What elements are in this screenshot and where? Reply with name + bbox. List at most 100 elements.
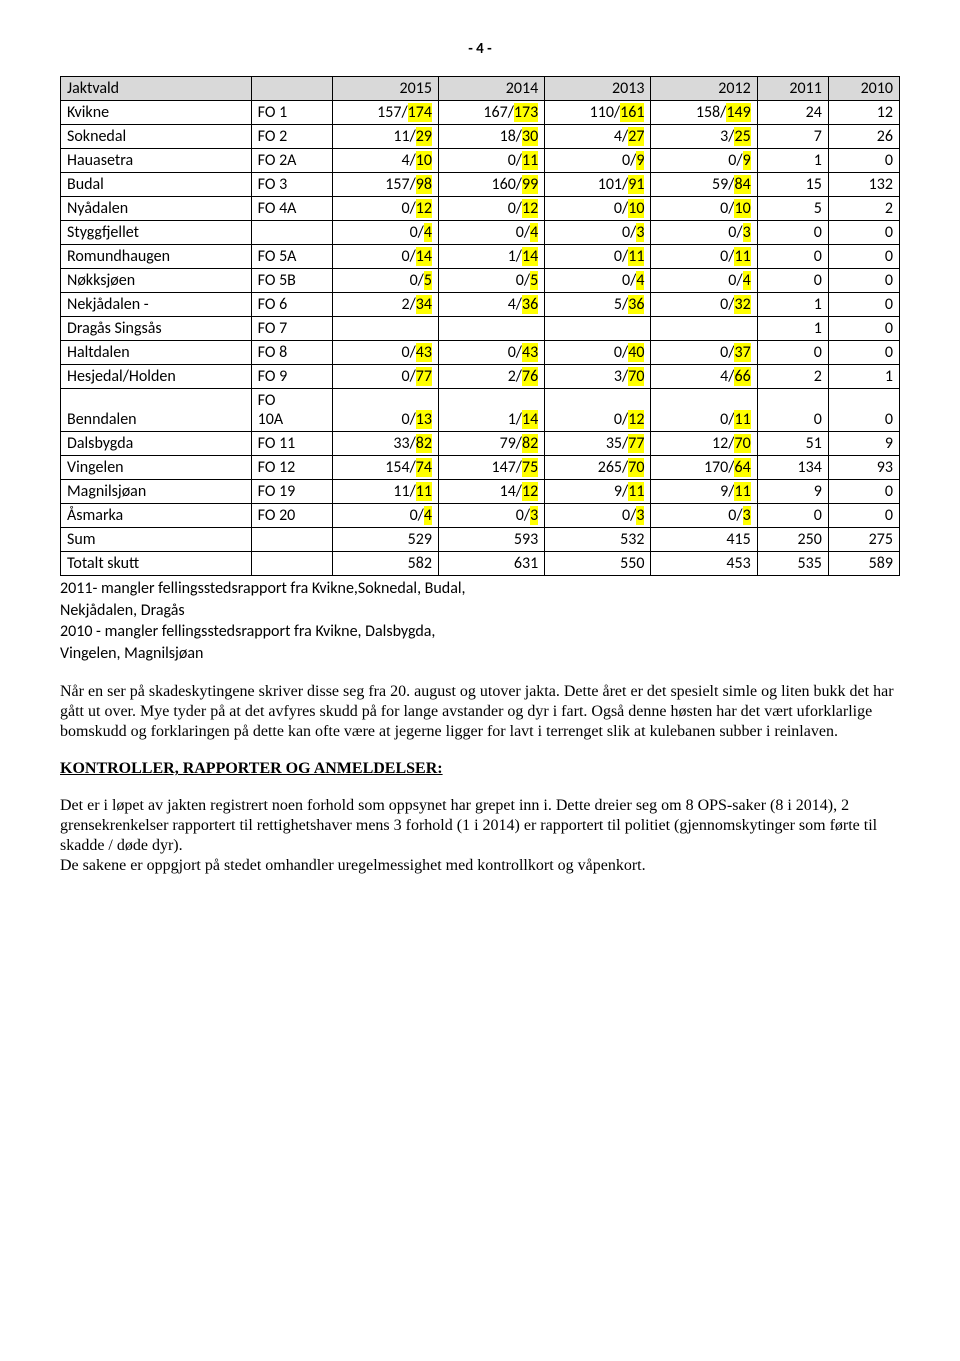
table-cell: 93 <box>828 456 899 480</box>
highlighted-value: 98 <box>416 175 432 194</box>
highlighted-value: 11 <box>734 247 750 266</box>
table-cell: 0/77 <box>332 365 438 389</box>
table-cell: 4/66 <box>651 365 757 389</box>
table-cell: 0/9 <box>545 149 651 173</box>
table-cell: Hesjedal/Holden <box>61 365 252 389</box>
highlighted-value: 13 <box>416 410 432 429</box>
table-cell: 532 <box>545 528 651 552</box>
table-cell: 415 <box>651 528 757 552</box>
table-cell: 0/9 <box>651 149 757 173</box>
table-cell: 15 <box>757 173 828 197</box>
highlighted-value: 3 <box>636 223 644 242</box>
table-cell: 593 <box>438 528 544 552</box>
table-row: KvikneFO 1157/174167/173110/161158/14924… <box>61 101 900 125</box>
highlighted-value: 11 <box>522 151 538 170</box>
highlighted-value: 36 <box>522 295 538 314</box>
table-cell: 9/11 <box>651 480 757 504</box>
table-cell: 79/82 <box>438 432 544 456</box>
table-cell: 4/10 <box>332 149 438 173</box>
table-cell: 1 <box>757 317 828 341</box>
table-cell <box>651 317 757 341</box>
highlighted-value: 11 <box>628 247 644 266</box>
highlighted-value: 3 <box>743 506 751 525</box>
table-cell <box>251 221 332 245</box>
highlighted-value: 74 <box>416 458 432 477</box>
highlighted-value: 82 <box>522 434 538 453</box>
table-cell: 0 <box>757 341 828 365</box>
table-cell: 9 <box>757 480 828 504</box>
table-cell: 9 <box>828 432 899 456</box>
highlighted-value: 11 <box>734 410 750 429</box>
paragraph-kontroller-2: De sakene er oppgjort på stedet omhandle… <box>60 856 900 876</box>
table-cell: 0/5 <box>438 269 544 293</box>
table-cell: 0/4 <box>545 269 651 293</box>
table-cell: 0 <box>757 504 828 528</box>
table-cell: 9/11 <box>545 480 651 504</box>
highlighted-value: 14 <box>522 247 538 266</box>
highlighted-value: 70 <box>628 458 644 477</box>
table-cell: 0/3 <box>651 221 757 245</box>
table-cell: 101/91 <box>545 173 651 197</box>
table-cell: Totalt skutt <box>61 552 252 576</box>
table-cell: 26 <box>828 125 899 149</box>
table-cell: 0/43 <box>332 341 438 365</box>
table-cell: 1 <box>757 149 828 173</box>
highlighted-value: 14 <box>416 247 432 266</box>
table-cell: FO 2A <box>251 149 332 173</box>
highlighted-value: 10 <box>416 151 432 170</box>
highlighted-value: 12 <box>522 482 538 501</box>
table-cell: 589 <box>828 552 899 576</box>
table-cell: 3/25 <box>651 125 757 149</box>
highlighted-value: 77 <box>628 434 644 453</box>
table-cell: 154/74 <box>332 456 438 480</box>
table-cell: 0 <box>828 293 899 317</box>
table-cell: 134 <box>757 456 828 480</box>
table-cell: 0 <box>757 389 828 432</box>
highlighted-value: 10 <box>628 199 644 218</box>
table-cell: 582 <box>332 552 438 576</box>
table-cell: 51 <box>757 432 828 456</box>
table-cell: 0 <box>828 341 899 365</box>
highlighted-value: 11 <box>734 482 750 501</box>
table-cell: 0 <box>828 221 899 245</box>
table-cell: 0/10 <box>545 197 651 221</box>
table-cell: FO 3 <box>251 173 332 197</box>
table-cell: Sum <box>61 528 252 552</box>
table-cell: 4/27 <box>545 125 651 149</box>
table-cell: 0/4 <box>332 221 438 245</box>
table-cell: 0/3 <box>438 504 544 528</box>
table-cell: FO 11 <box>251 432 332 456</box>
highlighted-value: 161 <box>620 103 644 122</box>
highlighted-value: 5 <box>530 271 538 290</box>
table-cell: 0/13 <box>332 389 438 432</box>
table-cell: 18/30 <box>438 125 544 149</box>
highlighted-value: 75 <box>522 458 538 477</box>
table-cell: 0/12 <box>438 197 544 221</box>
table-cell <box>332 317 438 341</box>
table-cell: 0/4 <box>438 221 544 245</box>
table-cell: 157/98 <box>332 173 438 197</box>
table-row: DalsbygdaFO 1133/8279/8235/7712/70519 <box>61 432 900 456</box>
table-row: RomundhaugenFO 5A0/141/140/110/1100 <box>61 245 900 269</box>
table-cell: Magnilsjøan <box>61 480 252 504</box>
table-cell: 12/70 <box>651 432 757 456</box>
table-cell: 550 <box>545 552 651 576</box>
table-cell <box>438 317 544 341</box>
page-number: - 4 - <box>60 40 900 58</box>
table-cell: 158/149 <box>651 101 757 125</box>
highlighted-value: 11 <box>416 482 432 501</box>
table-header-cell: 2010 <box>828 77 899 101</box>
highlighted-value: 43 <box>416 343 432 362</box>
table-header-cell: 2012 <box>651 77 757 101</box>
table-cell: 0/3 <box>545 221 651 245</box>
highlighted-value: 3 <box>530 506 538 525</box>
table-cell: 2/34 <box>332 293 438 317</box>
table-header-cell: 2015 <box>332 77 438 101</box>
table-row: BenndalenFO10A0/131/140/120/1100 <box>61 389 900 432</box>
table-cell: Vingelen <box>61 456 252 480</box>
table-cell: 147/75 <box>438 456 544 480</box>
table-cell: FO 1 <box>251 101 332 125</box>
table-cell: 0 <box>828 269 899 293</box>
table-cell: 0/11 <box>651 389 757 432</box>
table-row: SoknedalFO 211/2918/304/273/25726 <box>61 125 900 149</box>
